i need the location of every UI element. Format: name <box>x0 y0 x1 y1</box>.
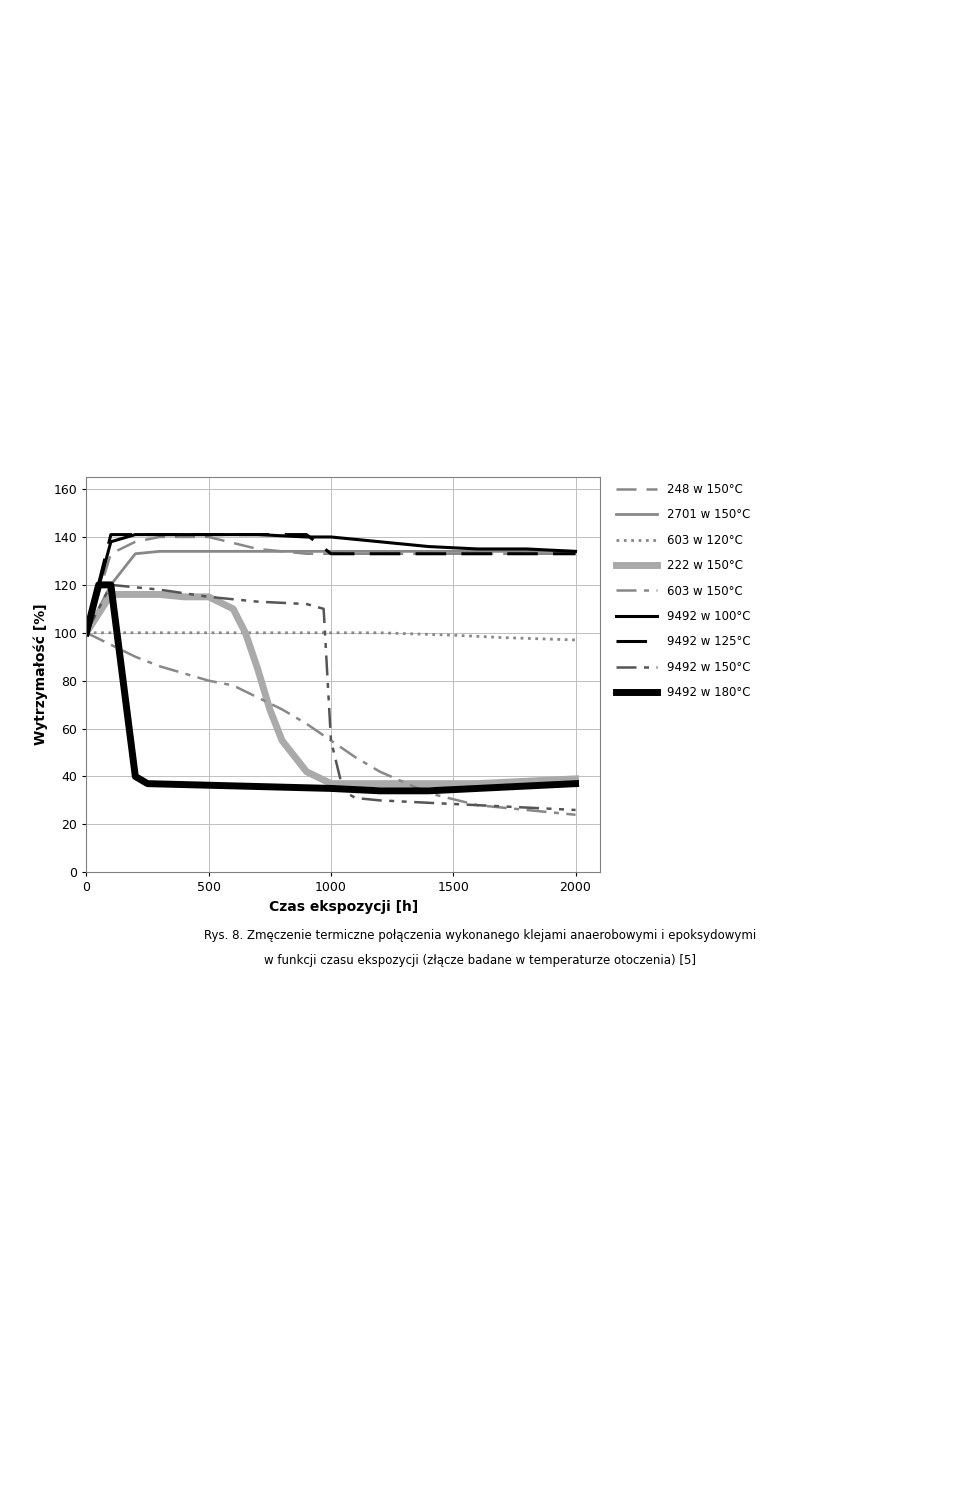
Legend: 248 w 150°C, 2701 w 150°C, 603 w 120°C, 222 w 150°C, 603 w 150°C, 9492 w 100°C, : 248 w 150°C, 2701 w 150°C, 603 w 120°C, … <box>616 483 751 699</box>
X-axis label: Czas ekspozycji [h]: Czas ekspozycji [h] <box>269 899 418 914</box>
Text: w funkcji czasu ekspozycji (złącze badane w temperaturze otoczenia) [5]: w funkcji czasu ekspozycji (złącze badan… <box>264 954 696 968</box>
Text: Rys. 8. Zmęczenie termiczne połączenia wykonanego klejami anaerobowymi i epoksyd: Rys. 8. Zmęczenie termiczne połączenia w… <box>204 929 756 942</box>
Y-axis label: Wytrzymałość [%]: Wytrzymałość [%] <box>34 604 48 746</box>
